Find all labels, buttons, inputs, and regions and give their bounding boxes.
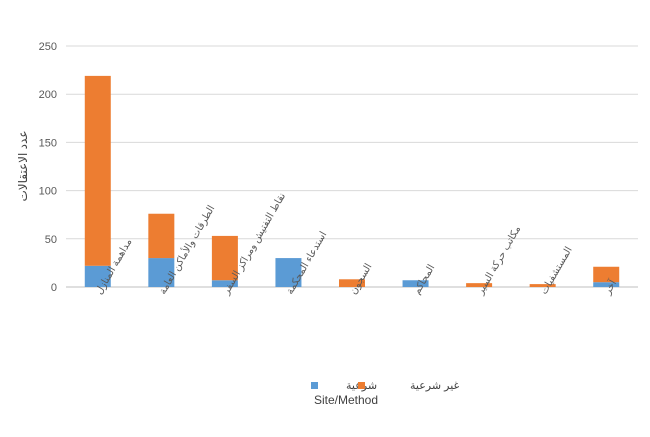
bar-segment-series-0-cat-0 (84, 265, 111, 287)
bars (84, 75, 620, 287)
y-axis-title: عدد الاعتقالات (16, 131, 30, 202)
legend-label: غير شرعية (410, 380, 460, 392)
x-tick-label: مكاتب حركة السير (475, 224, 524, 297)
bar-segment-series-1-cat-1 (148, 213, 175, 259)
bar-segment-series-1-cat-8 (593, 266, 620, 283)
legend-swatch (358, 382, 365, 389)
bar-segment-series-0-cat-1 (148, 258, 175, 287)
x-tick-label: السجون (348, 262, 374, 297)
y-tick-label: 0 (51, 282, 57, 294)
bar-segment-series-0-cat-5 (402, 280, 429, 287)
y-tick-label: 50 (45, 234, 57, 246)
bar-segment-series-0-cat-2 (211, 280, 238, 287)
bar-segment-series-1-cat-4 (339, 279, 365, 287)
bar-segment-series-0-cat-8 (593, 282, 620, 287)
legend-swatch (311, 382, 318, 389)
y-axis-ticks: 0 50 100 150 200 250 (39, 41, 57, 294)
y-tick-label: 200 (39, 89, 57, 101)
x-tick-label: المستشفيات (539, 245, 575, 296)
bar-segment-series-1-cat-6 (466, 283, 493, 287)
legend: شرعيةغير شرعية (311, 380, 460, 392)
bar-segment-series-0-cat-3 (275, 258, 302, 287)
y-tick-label: 150 (39, 137, 57, 149)
x-tick-label: المحاكم (412, 263, 438, 297)
y-tick-label: 100 (39, 186, 57, 198)
x-axis-title: Site/Method (314, 393, 378, 407)
bar-segment-series-1-cat-7 (529, 284, 556, 287)
y-tick-label: 250 (39, 41, 57, 53)
bar-segment-series-1-cat-2 (211, 235, 238, 281)
bar-segment-series-1-cat-0 (84, 75, 111, 266)
